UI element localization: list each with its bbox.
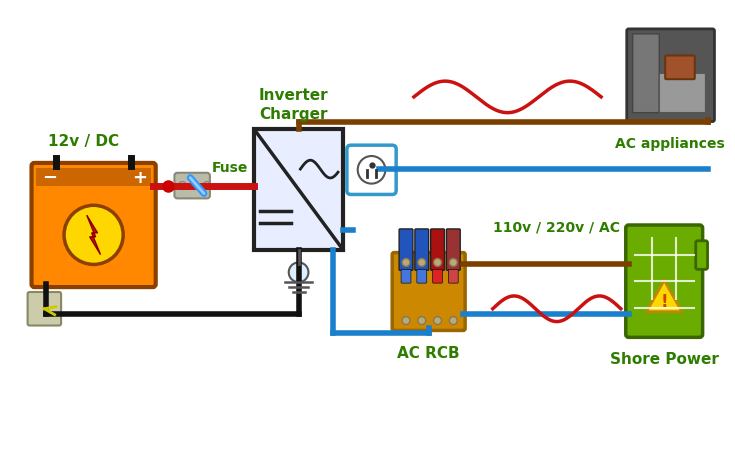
Text: Shore Power: Shore Power xyxy=(610,352,719,367)
Text: 12v / DC: 12v / DC xyxy=(49,134,119,149)
Circle shape xyxy=(434,317,442,324)
Circle shape xyxy=(358,156,385,184)
FancyBboxPatch shape xyxy=(696,241,708,270)
Circle shape xyxy=(203,182,211,189)
FancyBboxPatch shape xyxy=(627,29,714,122)
Polygon shape xyxy=(647,280,682,312)
FancyBboxPatch shape xyxy=(625,225,703,338)
Circle shape xyxy=(434,258,442,266)
Circle shape xyxy=(402,317,410,324)
Text: AC RCB: AC RCB xyxy=(398,346,460,361)
FancyBboxPatch shape xyxy=(659,73,706,112)
Circle shape xyxy=(289,262,309,282)
FancyBboxPatch shape xyxy=(174,173,210,198)
FancyBboxPatch shape xyxy=(446,229,460,270)
FancyBboxPatch shape xyxy=(28,292,61,325)
FancyBboxPatch shape xyxy=(433,270,442,283)
Text: +: + xyxy=(132,169,148,187)
Circle shape xyxy=(417,317,426,324)
FancyBboxPatch shape xyxy=(448,270,458,283)
Polygon shape xyxy=(87,215,101,255)
FancyBboxPatch shape xyxy=(401,270,411,283)
Text: !: ! xyxy=(660,293,668,311)
FancyBboxPatch shape xyxy=(347,145,396,194)
Text: Inverter
Charger: Inverter Charger xyxy=(259,88,329,122)
Text: −: − xyxy=(42,169,57,187)
Circle shape xyxy=(179,182,186,189)
Text: 110v / 220v / AC: 110v / 220v / AC xyxy=(493,221,620,235)
FancyBboxPatch shape xyxy=(254,130,343,250)
FancyBboxPatch shape xyxy=(431,229,445,270)
Circle shape xyxy=(449,317,457,324)
Text: AC appliances: AC appliances xyxy=(615,137,725,151)
FancyBboxPatch shape xyxy=(633,34,659,112)
Circle shape xyxy=(402,258,410,266)
Circle shape xyxy=(449,258,457,266)
Text: Fuse: Fuse xyxy=(212,161,248,175)
FancyBboxPatch shape xyxy=(37,168,151,185)
Circle shape xyxy=(64,205,123,265)
FancyBboxPatch shape xyxy=(32,163,156,287)
FancyBboxPatch shape xyxy=(415,229,429,270)
FancyBboxPatch shape xyxy=(392,252,465,330)
FancyBboxPatch shape xyxy=(665,55,695,79)
FancyBboxPatch shape xyxy=(417,270,427,283)
FancyBboxPatch shape xyxy=(399,229,413,270)
Circle shape xyxy=(417,258,426,266)
